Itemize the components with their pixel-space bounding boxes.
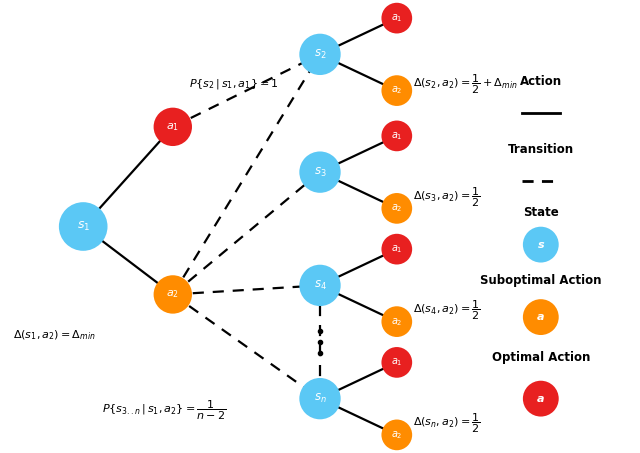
Text: $s_4$: $s_4$ [314, 279, 326, 292]
Text: s: s [538, 240, 544, 250]
Ellipse shape [523, 381, 559, 417]
Text: $s_1$: $s_1$ [77, 220, 90, 233]
Ellipse shape [381, 347, 412, 378]
Text: $a_2$: $a_2$ [166, 289, 179, 300]
Text: Transition: Transition [508, 143, 574, 156]
Ellipse shape [381, 419, 412, 450]
Text: a: a [537, 312, 545, 322]
Text: $a_2$: $a_2$ [391, 429, 403, 441]
Text: $a_1$: $a_1$ [391, 357, 403, 368]
Ellipse shape [523, 299, 559, 335]
Ellipse shape [154, 108, 192, 146]
Text: $\Delta(s_n,a_2)=\dfrac{1}{2}$: $\Delta(s_n,a_2)=\dfrac{1}{2}$ [413, 412, 481, 435]
Text: $s_n$: $s_n$ [314, 392, 326, 405]
Text: $\Delta(s_3,a_2)=\dfrac{1}{2}$: $\Delta(s_3,a_2)=\dfrac{1}{2}$ [413, 185, 481, 209]
Text: $a_1$: $a_1$ [166, 121, 179, 133]
Ellipse shape [381, 3, 412, 34]
Ellipse shape [381, 234, 412, 265]
Ellipse shape [523, 226, 559, 263]
Text: a: a [537, 394, 545, 404]
Text: $a_1$: $a_1$ [391, 130, 403, 142]
Ellipse shape [300, 151, 340, 193]
Ellipse shape [381, 306, 412, 337]
Text: $a_2$: $a_2$ [391, 316, 403, 328]
Text: $s_3$: $s_3$ [314, 166, 326, 178]
Text: Optimal Action: Optimal Action [492, 352, 590, 364]
Text: $a_2$: $a_2$ [391, 202, 403, 214]
Text: $a_1$: $a_1$ [391, 243, 403, 255]
Ellipse shape [381, 193, 412, 224]
Text: State: State [523, 207, 559, 219]
Text: $\Delta(s_2,a_2)=\dfrac{1}{2}+\Delta_{min}$: $\Delta(s_2,a_2)=\dfrac{1}{2}+\Delta_{mi… [413, 72, 518, 96]
Ellipse shape [300, 34, 340, 75]
Text: $a_1$: $a_1$ [391, 12, 403, 24]
Ellipse shape [59, 202, 108, 251]
Text: $\Delta(s_1,a_2)=\Delta_{min}$: $\Delta(s_1,a_2)=\Delta_{min}$ [13, 328, 95, 342]
Ellipse shape [381, 75, 412, 106]
Text: Action: Action [520, 75, 562, 88]
Text: $\Delta(s_4,a_2)=\dfrac{1}{2}$: $\Delta(s_4,a_2)=\dfrac{1}{2}$ [413, 299, 481, 322]
Text: Suboptimal Action: Suboptimal Action [480, 275, 602, 287]
Text: $P\{s_2\,|\,s_1,a_1\}=1$: $P\{s_2\,|\,s_1,a_1\}=1$ [189, 77, 278, 91]
Text: $a_2$: $a_2$ [391, 85, 403, 96]
Ellipse shape [381, 120, 412, 151]
Ellipse shape [154, 275, 192, 313]
Ellipse shape [300, 265, 340, 306]
Ellipse shape [300, 378, 340, 419]
Text: $s_2$: $s_2$ [314, 48, 326, 61]
Text: $P\{s_{3..n}\,|\,s_1,a_2\}=\dfrac{1}{n-2}$: $P\{s_{3..n}\,|\,s_1,a_2\}=\dfrac{1}{n-2… [102, 398, 227, 422]
